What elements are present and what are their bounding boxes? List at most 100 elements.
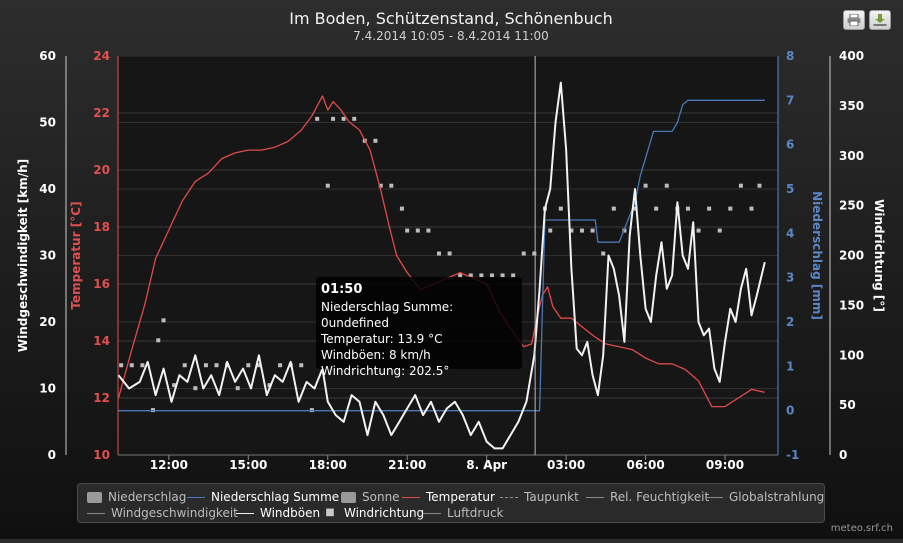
direction-point	[193, 386, 198, 391]
direction-tick-label: 300	[839, 149, 864, 163]
legend-swatch	[423, 512, 441, 514]
direction-point	[685, 206, 690, 211]
direction-point	[278, 363, 283, 368]
direction-point	[389, 183, 394, 188]
direction-point	[532, 251, 537, 256]
direction-point	[468, 273, 473, 278]
legend-item-globalstrahlung[interactable]: Globalstrahlung	[705, 489, 824, 505]
x-tick-label: 06:00	[626, 458, 664, 472]
wind-tick-label: 40	[39, 182, 56, 196]
legend-item-temperatur[interactable]: Temperatur	[402, 489, 495, 505]
wind-tick-label: 10	[39, 382, 56, 396]
direction-point	[203, 363, 208, 368]
precip-tick-label: 3	[786, 271, 794, 285]
direction-tick-label: 0	[839, 448, 847, 462]
tooltip-title: 01:50	[321, 282, 363, 297]
legend-item-sonne[interactable]: Sonne	[341, 489, 400, 505]
legend-label: Windgeschwindigkeit	[111, 506, 238, 520]
temperature-axis-title: Temperatur [°C]	[69, 201, 83, 309]
precip-tick-label: 4	[786, 226, 794, 240]
series-windb-en	[117, 81, 766, 450]
direction-tick-label: 200	[839, 249, 864, 263]
legend-swatch	[87, 491, 102, 503]
legend-label: Windrichtung	[344, 506, 425, 520]
legend-item-windboeen[interactable]: Windböen	[236, 505, 320, 521]
wind-tick-label: 0	[48, 448, 56, 462]
direction-point	[548, 228, 553, 233]
export-button[interactable]	[869, 10, 891, 30]
direction-point	[246, 363, 251, 368]
legend-item-luftdruck[interactable]: Luftdruck	[423, 505, 504, 521]
temperature-tick-label: 10	[93, 448, 110, 462]
wind-axis-title: Windgeschwindigkeit [km/h]	[16, 159, 30, 352]
legend-item-niederschlag[interactable]: Niederschlag	[87, 489, 186, 505]
wind-tick-label: 60	[39, 49, 56, 63]
direction-point	[558, 206, 563, 211]
chart-title: Im Boden, Schützenstand, Schönenbuch	[289, 9, 612, 28]
legend-item-taupunkt[interactable]: Taupunkt	[500, 489, 579, 505]
direction-point	[399, 206, 404, 211]
legend-item-rel-feuchtigkeit[interactable]: Rel. Feuchtigkeit	[586, 489, 709, 505]
legend: Niederschlag Niederschlag Summe Sonne Te…	[77, 483, 825, 523]
download-icon	[873, 14, 887, 26]
direction-point	[728, 206, 733, 211]
legend-swatch	[87, 512, 105, 514]
direction-point	[717, 228, 722, 233]
direction-point	[500, 273, 505, 278]
direction-point	[415, 228, 420, 233]
direction-point	[315, 116, 320, 121]
legend-swatch	[586, 496, 604, 498]
direction-point	[569, 228, 574, 233]
wind-tick-label: 20	[39, 315, 56, 329]
legend-label: Globalstrahlung	[729, 490, 825, 504]
legend-swatch	[705, 496, 723, 498]
printer-icon	[847, 14, 861, 26]
direction-point	[182, 363, 187, 368]
direction-point	[140, 363, 145, 368]
direction-point	[757, 183, 762, 188]
legend-swatch: ■	[325, 507, 335, 518]
direction-point	[119, 363, 124, 368]
tooltip-line-gusts: Windböen: 8 km/h	[321, 348, 431, 362]
direction-point	[341, 116, 346, 121]
x-tick-label: 09:00	[706, 458, 744, 472]
wind-tick-label: 30	[39, 249, 56, 263]
direction-point	[749, 206, 754, 211]
legend-label: Windböen	[260, 506, 321, 520]
chart-subtitle: 7.4.2014 10:05 - 8.4.2014 11:00	[353, 29, 549, 43]
direction-point	[256, 363, 261, 368]
direction-point	[590, 228, 595, 233]
tooltip-line-precip-sum: Niederschlag Summe: 0undefined	[321, 300, 454, 330]
direction-point	[235, 386, 240, 391]
credits[interactable]: meteo.srf.ch	[830, 523, 893, 534]
direction-point	[458, 273, 463, 278]
print-button[interactable]	[843, 10, 865, 30]
legend-swatch	[402, 496, 420, 498]
direction-point	[325, 183, 330, 188]
legend-swatch	[500, 496, 518, 498]
legend-item-niederschlag-summe[interactable]: Niederschlag Summe	[187, 489, 339, 505]
direction-tick-label: 150	[839, 298, 864, 312]
x-tick-label: 21:00	[388, 458, 426, 472]
temperature-tick-label: 16	[93, 277, 110, 291]
direction-point	[654, 206, 659, 211]
direction-point	[580, 228, 585, 233]
direction-point	[643, 183, 648, 188]
direction-tick-label: 350	[839, 99, 864, 113]
legend-item-windgeschwindigkeit[interactable]: Windgeschwindigkeit	[87, 505, 238, 521]
direction-point	[331, 116, 336, 121]
legend-swatch	[341, 491, 356, 503]
legend-item-windrichtung[interactable]: ■ Windrichtung	[322, 505, 424, 521]
legend-label: Temperatur	[426, 490, 495, 504]
temperature-tick-label: 12	[93, 391, 110, 405]
direction-point	[156, 338, 161, 343]
temperature-tick-label: 24	[93, 49, 110, 63]
direction-point	[352, 116, 357, 121]
x-tick-label: 12:00	[150, 458, 188, 472]
direction-point	[426, 228, 431, 233]
direction-point	[738, 183, 743, 188]
direction-point	[436, 251, 441, 256]
direction-tick-label: 400	[839, 49, 864, 63]
direction-tick-label: 100	[839, 348, 864, 362]
